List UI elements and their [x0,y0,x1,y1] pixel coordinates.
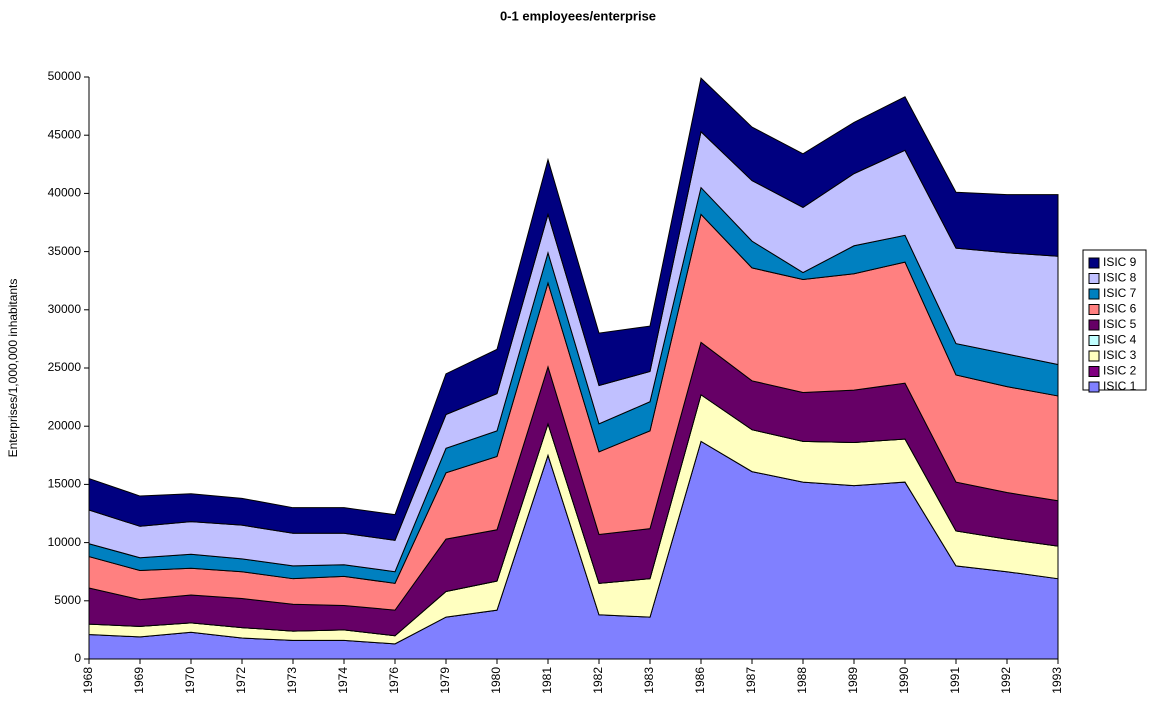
y-tick-label: 50000 [48,69,82,83]
legend-label: ISIC 2 [1103,364,1137,378]
x-tick-label: 1992 [999,667,1013,694]
legend-label: ISIC 4 [1103,333,1137,347]
legend-swatch [1088,273,1100,284]
x-tick-label: 1980 [489,667,503,694]
legend-swatch [1088,257,1100,269]
legend-label: ISIC 8 [1103,271,1137,285]
x-tick-label: 1970 [183,667,197,694]
x-tick-label: 1983 [642,667,656,694]
y-tick-label: 40000 [48,186,82,200]
legend-label: ISIC 7 [1103,286,1137,300]
legend-label: ISIC 5 [1103,317,1137,331]
legend-swatch [1088,350,1100,362]
y-tick-label: 35000 [48,244,82,258]
y-tick-label: 15000 [48,477,82,491]
y-tick-label: 45000 [48,127,82,141]
legend-swatch [1088,335,1100,346]
legend-swatch [1088,366,1100,377]
legend-swatch [1088,304,1100,315]
chart-title: 0-1 employees/enterprise [500,8,656,23]
x-tick-label: 1986 [693,667,707,694]
x-tick-label: 1981 [540,667,554,694]
x-tick-label: 1976 [387,667,401,694]
legend-swatch [1088,381,1100,393]
x-tick-label: 1989 [846,667,860,694]
y-tick-label: 30000 [48,302,82,316]
legend-swatch [1088,288,1100,300]
y-tick-label: 5000 [54,593,81,607]
y-axis-label: Enterprises/1,000,000 inhabitants [6,279,20,458]
legend-label: ISIC 6 [1103,302,1137,316]
area [88,77,1059,541]
y-tick-label: 10000 [48,535,82,549]
x-tick-label: 1973 [285,667,299,694]
x-tick-label: 1991 [948,667,962,694]
y-tick-label: 20000 [48,418,82,432]
x-tick-label: 1982 [591,667,605,694]
x-tick-label: 1993 [1050,667,1064,694]
x-tick-label: 1972 [234,667,248,694]
y-tick-label: 25000 [48,360,82,374]
y-tick-label: 0 [74,651,81,665]
legend-label: ISIC 9 [1103,255,1137,269]
legend-swatch [1088,319,1100,331]
x-tick-label: 1988 [795,667,809,694]
legend-label: ISIC 3 [1103,348,1137,362]
x-tick-label: 1968 [81,667,95,694]
x-tick-label: 1974 [336,667,350,694]
legend-label: ISIC 1 [1103,379,1137,393]
x-tick-label: 1990 [897,667,911,694]
x-tick-label: 1987 [744,667,758,694]
x-tick-label: 1979 [438,667,452,694]
x-tick-label: 1969 [132,667,146,694]
